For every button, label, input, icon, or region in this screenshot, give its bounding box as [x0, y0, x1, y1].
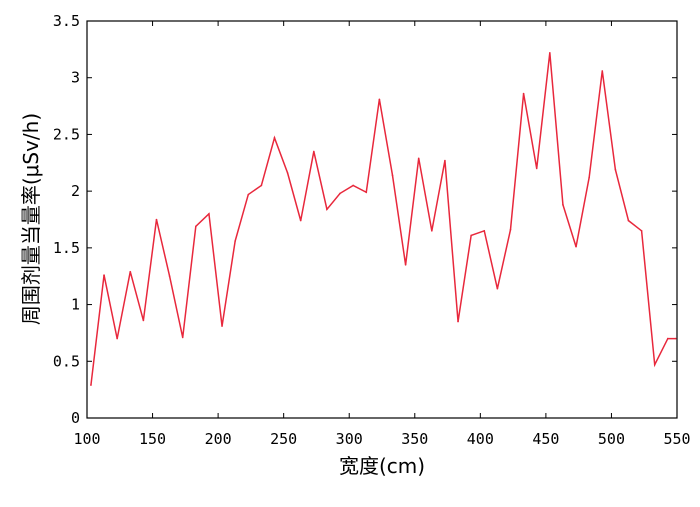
data-point — [496, 287, 499, 290]
data-point — [601, 70, 604, 72]
y-tick-label: 2.5 — [53, 125, 80, 143]
data-point — [391, 174, 394, 177]
data-point — [614, 168, 617, 171]
y-tick-label: 0.5 — [53, 352, 80, 370]
data-point — [483, 230, 486, 232]
y-tick-label: 3 — [71, 69, 80, 87]
data-point — [116, 337, 118, 340]
data-point — [326, 208, 328, 211]
data-point — [142, 319, 145, 322]
data-point — [674, 337, 677, 340]
data-point — [404, 264, 407, 266]
data-point — [221, 325, 223, 327]
data-point — [234, 240, 236, 242]
x-tick-label: 250 — [270, 430, 297, 448]
y-tick-label: 0 — [71, 409, 80, 427]
data-point — [588, 176, 590, 179]
x-axis-ticks: 100 150 200 250 300 350 400 450 500 550 — [73, 21, 691, 448]
data-point — [208, 213, 210, 215]
y-axis-ticks: 0 0.5 1 1.5 2 2.5 3 3.5 — [53, 12, 677, 427]
data-point — [155, 218, 158, 221]
data-point — [562, 203, 564, 206]
data-point — [195, 225, 197, 228]
data-point — [575, 245, 577, 248]
x-tick-label: 500 — [598, 430, 625, 448]
y-tick-label: 3.5 — [53, 12, 80, 30]
y-axis-label: 周围剂量当量率(μSv/h) — [19, 113, 43, 325]
plot-frame — [86, 20, 678, 419]
data-point — [313, 150, 315, 153]
data-point — [640, 230, 643, 232]
data-point — [444, 159, 446, 162]
data-point — [522, 92, 525, 95]
data-point — [667, 337, 669, 340]
data-point — [129, 270, 132, 273]
x-tick-label: 150 — [139, 430, 166, 448]
data-point — [535, 167, 538, 170]
data-point — [509, 228, 512, 231]
data-point — [352, 184, 354, 187]
data-point — [431, 230, 433, 232]
y-tick-label: 1 — [71, 296, 80, 314]
data-point — [247, 193, 250, 196]
data-point — [378, 98, 381, 101]
data-point — [299, 219, 302, 222]
data-point — [653, 363, 656, 366]
series-layer — [90, 51, 677, 386]
x-tick-label: 350 — [401, 430, 428, 448]
x-tick-label: 400 — [467, 430, 494, 448]
data-point — [168, 275, 171, 278]
x-axis-label: 宽度(cm) — [339, 454, 425, 478]
y-tick-label: 1.5 — [53, 239, 80, 257]
data-point — [260, 184, 263, 187]
data-point — [417, 157, 420, 160]
data-point — [627, 219, 630, 222]
data-point — [549, 51, 551, 54]
x-tick-label: 450 — [532, 430, 559, 448]
data-point — [181, 336, 184, 339]
data-point — [457, 320, 459, 323]
data-point — [90, 384, 92, 386]
x-tick-label: 200 — [205, 430, 232, 448]
data-point — [470, 234, 472, 237]
x-tick-label: 100 — [73, 430, 100, 448]
data-point — [286, 172, 289, 174]
data-point — [103, 274, 105, 276]
data-point — [339, 192, 341, 195]
y-tick-label: 2 — [71, 182, 80, 200]
data-point — [365, 191, 368, 194]
x-tick-label: 300 — [336, 430, 363, 448]
data-point — [273, 137, 276, 139]
x-tick-label: 550 — [663, 430, 690, 448]
series-line — [90, 52, 676, 386]
